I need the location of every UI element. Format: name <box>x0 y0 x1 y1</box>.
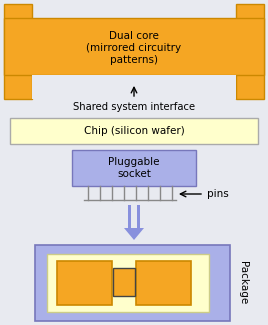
Bar <box>47 254 209 312</box>
Bar <box>236 4 264 99</box>
Bar <box>4 4 32 99</box>
Bar <box>32 75 236 99</box>
Bar <box>35 245 230 321</box>
Bar <box>113 268 135 296</box>
Polygon shape <box>124 228 144 240</box>
Text: Dual core
(mirrored circuitry
patterns): Dual core (mirrored circuitry patterns) <box>87 32 181 65</box>
Text: Chip (silicon wafer): Chip (silicon wafer) <box>84 126 184 136</box>
Text: Shared system interface: Shared system interface <box>73 102 195 112</box>
Bar <box>4 18 264 75</box>
Bar <box>72 150 196 186</box>
Text: pins: pins <box>207 189 229 199</box>
Bar <box>10 118 258 144</box>
Bar <box>128 205 131 228</box>
Bar <box>137 205 140 228</box>
Text: Pluggable
socket: Pluggable socket <box>108 157 160 179</box>
Bar <box>136 261 191 305</box>
Bar <box>57 261 112 305</box>
Text: Package: Package <box>238 261 248 305</box>
